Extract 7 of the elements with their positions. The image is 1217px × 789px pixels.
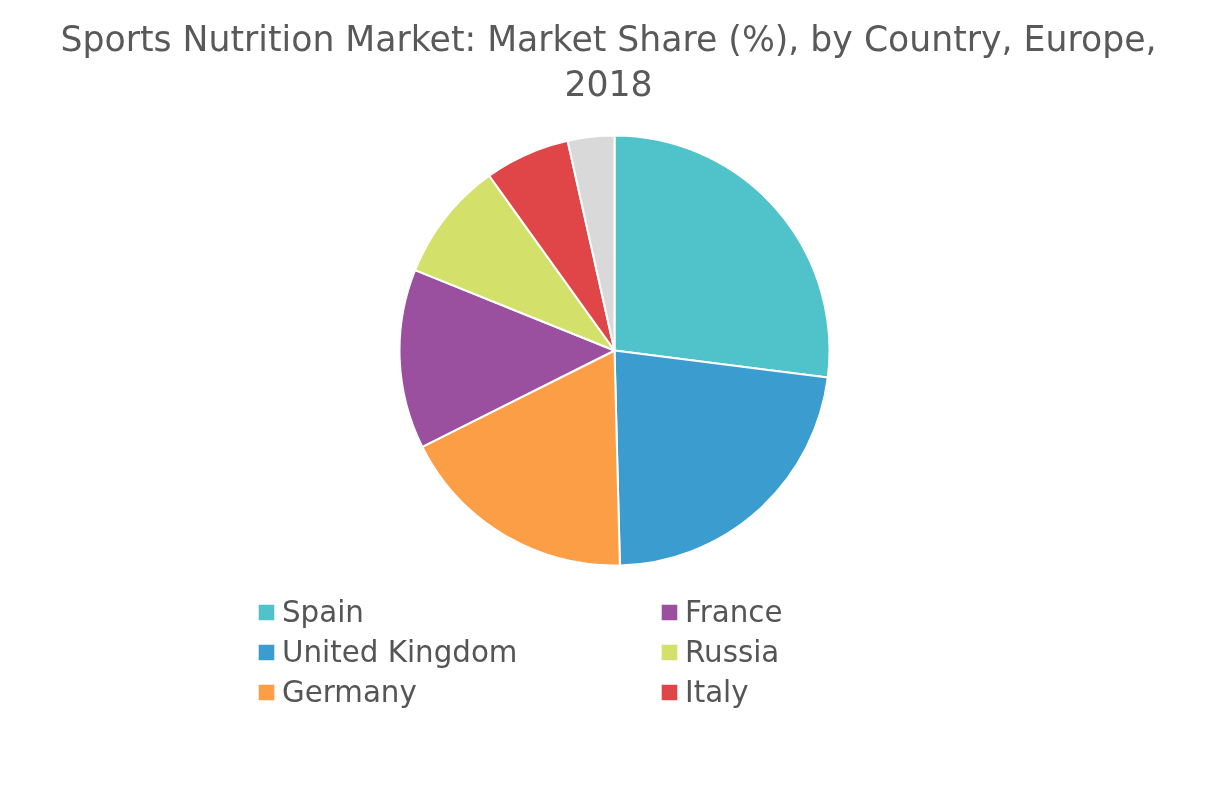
legend-label: United Kingdom [282,635,519,669]
chart-title: Sports Nutrition Market: Market Share (%), by Country, Europe, 2018 [60,18,1157,104]
legend-label: France [685,595,784,629]
legend-label: Germany [282,675,418,709]
legend-label: Italy [685,675,750,709]
legend-label: Spain [282,595,365,629]
legend-label: Russia [685,635,781,669]
